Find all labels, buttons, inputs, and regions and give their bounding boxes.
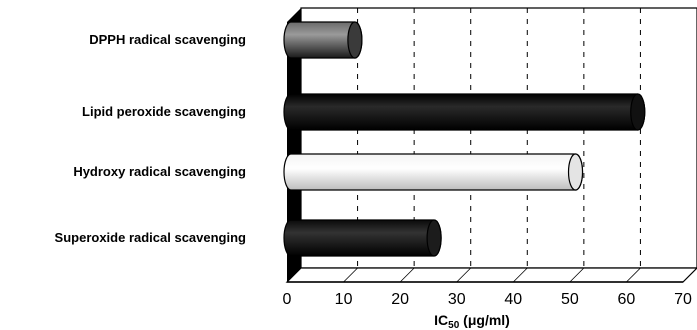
bar-0 (283, 21, 363, 59)
bar-body-3 (283, 219, 442, 257)
floor-gridline-6 (626, 267, 641, 283)
floor-gridline-4 (513, 267, 528, 283)
x-axis-title-rest: (μg/ml) (459, 312, 510, 328)
bar-2 (283, 153, 584, 191)
x-tick-label-0: 0 (283, 291, 292, 308)
x-tick-label-3: 30 (448, 291, 466, 308)
category-label-3: Superoxide radical scavenging (55, 230, 247, 245)
bar-cap-2 (567, 153, 584, 191)
category-label-0: DPPH radical scavenging (89, 32, 246, 47)
x-tick-label-4: 40 (504, 291, 522, 308)
x-axis-title-main: IC (434, 312, 448, 328)
x-tick-label-1: 10 (335, 291, 353, 308)
x-tick-label-6: 60 (618, 291, 636, 308)
bar-cap-0 (347, 21, 363, 59)
floor (285, 267, 697, 283)
bar-body-1 (283, 93, 646, 131)
bar-cap-1 (630, 93, 646, 131)
category-label-1: Lipid peroxide scavenging (82, 104, 246, 119)
floor-gridline-5 (569, 267, 585, 283)
gridlines (343, 8, 641, 283)
x-tick-labels: 0 10 20 30 40 50 60 70 (283, 291, 692, 308)
bar-body-2 (283, 153, 584, 191)
floor-gridline-3 (456, 267, 471, 283)
x-tick-label-5: 50 (561, 291, 579, 308)
x-tick-label-7: 70 (674, 291, 692, 308)
x-axis-title: IC50 (μg/ml) (434, 312, 510, 330)
x-axis-title-sub: 50 (448, 320, 460, 330)
left-wall (287, 8, 301, 282)
bars (283, 21, 646, 257)
floor-gridline-2 (399, 267, 415, 283)
bar-3 (283, 219, 442, 257)
bar-1 (283, 93, 646, 131)
x-tick-label-2: 20 (391, 291, 409, 308)
floor-gridline-1 (343, 267, 358, 283)
bar-cap-3 (426, 219, 442, 257)
category-label-2: Hydroxy radical scavenging (73, 164, 246, 179)
